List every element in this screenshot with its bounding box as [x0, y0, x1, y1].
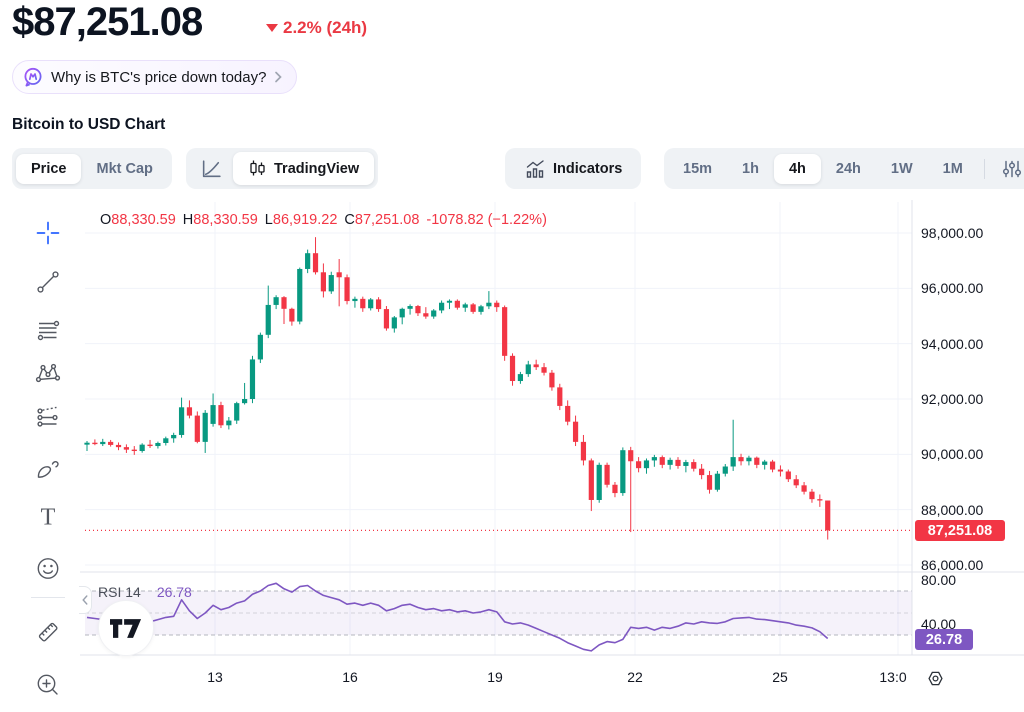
line-chart-type-button[interactable]	[190, 152, 233, 185]
rsi-axis-label: 80.00	[921, 572, 957, 588]
chevron-left-icon	[82, 595, 88, 605]
brush-icon	[37, 460, 59, 478]
price-change-24h: 2.2% (24h)	[266, 18, 367, 38]
gear-icon	[928, 671, 943, 686]
cmc-ai-chat-icon	[24, 67, 42, 87]
rsi-axis-label: 40.00	[921, 616, 957, 632]
time-axis-label: 19	[487, 669, 503, 685]
timeframe-1h[interactable]: 1h	[742, 160, 759, 177]
low-label: L	[264, 212, 273, 228]
measure-tool-button[interactable]	[34, 618, 62, 646]
brush-tool-button[interactable]	[34, 454, 62, 482]
page-title: Bitcoin to USD Chart	[12, 116, 166, 133]
zoom-in-tool-button[interactable]	[34, 671, 62, 699]
high-value: 88,330.59	[193, 212, 258, 228]
forecast-icon	[37, 406, 58, 427]
timeframe-settings-button[interactable]	[991, 153, 1024, 185]
price-axis-label: 88,000.00	[921, 502, 984, 518]
ruler-icon	[38, 622, 58, 642]
chart-type-toggle: TradingView	[186, 148, 379, 189]
time-axis-label: 13:0	[879, 669, 907, 685]
rsi-pane-collapse-button[interactable]	[79, 586, 92, 614]
crosshair-tool-button[interactable]	[34, 219, 62, 247]
xabcd-pattern-icon	[35, 363, 61, 383]
time-axis-label: 16	[342, 669, 358, 685]
timeframe-1w[interactable]: 1W	[890, 160, 913, 177]
gridlines	[85, 202, 912, 655]
emoji-tool-button[interactable]	[34, 554, 62, 582]
ohlc-legend: O88,330.59 H88,330.59 L86,919.22 C87,251.08…	[100, 212, 554, 228]
indicators-group: Indicators	[505, 148, 642, 189]
tradingview-logo-icon	[110, 618, 142, 638]
rsi-legend: RSI 14 26.78	[98, 584, 192, 600]
open-label: O	[100, 212, 112, 228]
time-axis-settings-button[interactable]	[926, 669, 945, 688]
price-change-text: 2.2% (24h)	[283, 18, 368, 37]
indicators-icon	[526, 159, 544, 178]
rsi-line	[86, 582, 829, 652]
line-chart-icon	[202, 160, 221, 178]
price-axis-label: 96,000.00	[921, 280, 984, 296]
rsi-value: 26.78	[156, 584, 192, 600]
fib-retracement-tool-button[interactable]	[34, 316, 62, 344]
trend-line-icon	[37, 271, 59, 293]
toolbar-divider	[31, 597, 65, 598]
down-triangle-icon	[266, 24, 278, 32]
svg-text:T: T	[41, 505, 56, 531]
text-tool-button[interactable]: T	[34, 503, 62, 531]
xabcd-pattern-tool-button[interactable]	[34, 359, 62, 387]
open-value: 88,330.59	[111, 212, 176, 228]
rsi-band	[85, 590, 912, 636]
close-value: 87,251.08	[354, 212, 420, 228]
text-icon: T	[41, 505, 56, 531]
current-price-badge: 87,251.08	[915, 520, 1005, 541]
time-axis-label: 25	[772, 669, 788, 685]
candlestick-icon	[250, 160, 265, 176]
timeframe-1m[interactable]: 1M	[942, 160, 963, 177]
price-chart-canvas[interactable]	[80, 196, 1024, 712]
timeframe-15m[interactable]: 15m	[683, 160, 713, 177]
candle-change-value: -1078.82 (−1.22%)	[426, 212, 547, 228]
projection-tool-button[interactable]	[34, 403, 62, 431]
trend-line-tool-button[interactable]	[34, 268, 62, 296]
horizontal-lines-icon	[37, 320, 60, 341]
tradingview-label: TradingView	[274, 160, 360, 177]
timeframe-4h[interactable]: 4h	[773, 153, 821, 184]
tab-price[interactable]: Price	[16, 153, 82, 184]
ai-why-price-down-button[interactable]: Why is BTC's price down today?	[12, 60, 298, 94]
price-axis-label: 86,000.00	[921, 557, 984, 573]
time-axis-label: 22	[627, 669, 643, 685]
price-axis-label: 94,000.00	[921, 336, 984, 352]
close-label: C	[344, 212, 355, 228]
tradingview-watermark[interactable]	[98, 600, 154, 656]
price-mktcap-toggle: Price Mkt Cap	[12, 148, 172, 189]
tab-tradingview[interactable]: TradingView	[233, 152, 375, 185]
time-axis-label: 13	[207, 669, 223, 685]
price-axis-label: 98,000.00	[921, 225, 984, 241]
rsi-value-badge: 26.78	[915, 629, 973, 650]
high-label: H	[182, 212, 194, 228]
indicators-button[interactable]: Indicators	[509, 151, 637, 187]
crosshair-icon	[36, 221, 60, 245]
ai-prompt-text: Why is BTC's price down today?	[51, 68, 267, 86]
emoji-icon	[37, 558, 59, 579]
rsi-name: RSI 14	[98, 584, 141, 600]
timeframe-24h[interactable]: 24h	[835, 160, 861, 177]
sliders-icon	[1002, 160, 1021, 177]
tab-mktcap[interactable]: Mkt Cap	[96, 160, 153, 177]
candlestick-series	[84, 237, 831, 540]
timeframe-group: 15m 1h 4h 24h 1W 1M	[664, 148, 1024, 189]
price-axis-label: 90,000.00	[921, 446, 984, 462]
zoom-in-icon	[37, 674, 58, 695]
low-value: 86,919.22	[272, 212, 338, 228]
chevron-right-icon	[275, 71, 283, 83]
indicators-label: Indicators	[553, 160, 623, 177]
price-axis-label: 92,000.00	[921, 391, 984, 407]
current-price: $87,251.08	[12, 0, 203, 44]
divider	[983, 158, 985, 179]
